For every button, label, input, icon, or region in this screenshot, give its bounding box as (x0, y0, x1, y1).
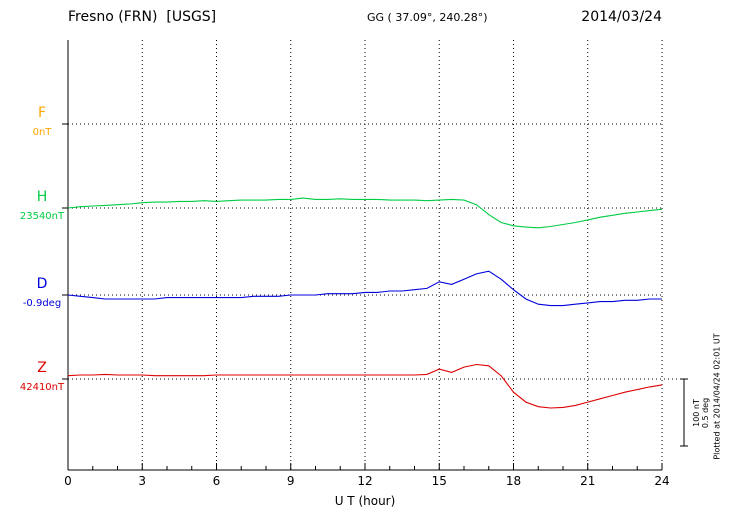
plot-date: 2014/03/24 (581, 9, 662, 25)
x-tick-label-12: 12 (357, 474, 373, 488)
x-tick-label-18: 18 (505, 474, 522, 488)
x-tick-label-15: 15 (431, 474, 447, 488)
series-letter-F: F (37, 105, 47, 121)
x-tick-label-0: 0 (64, 474, 72, 488)
trace-Z (67, 363, 663, 409)
scale-bar-nt-label: 100 nT (692, 399, 701, 427)
plotted-at-credit: Plotted at 2014/04/24 02:01 UT (712, 333, 722, 460)
series-baseline-value-F: 0nT (32, 127, 52, 138)
trace-H (67, 197, 663, 229)
series-baseline-value-Z: 42410nT (19, 382, 65, 393)
trace-D (67, 270, 662, 307)
scale-bar-label: 100 nT 0.5 deg (692, 384, 710, 442)
x-axis-label: U T (hour) (334, 494, 396, 508)
x-tick-label-24: 24 (654, 474, 670, 488)
geographic-coords: GG ( 37.09°, 240.28°) (367, 11, 488, 24)
x-tick-label-9: 9 (286, 474, 295, 488)
series-letter-Z: Z (37, 360, 47, 376)
series-letter-H: H (36, 189, 48, 205)
series-baseline-value-H: 23540nT (19, 211, 65, 222)
x-tick-label-21: 21 (580, 474, 596, 488)
scale-bar-deg-label: 0.5 deg (701, 397, 710, 429)
station-title: Fresno (FRN) [USGS] (68, 9, 217, 25)
x-tick-label-6: 6 (212, 474, 221, 488)
x-tick-label-3: 3 (138, 474, 147, 488)
series-letter-D: D (36, 276, 48, 292)
series-baseline-value-D: -0.9deg (22, 298, 62, 309)
